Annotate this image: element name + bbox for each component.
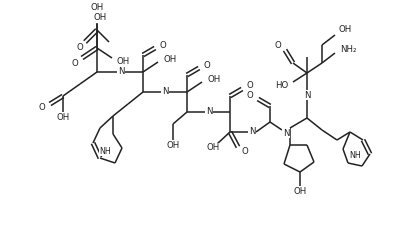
Text: N: N [162,87,168,96]
Text: N: N [206,107,212,116]
Text: OH: OH [293,187,307,195]
Text: HO: HO [275,80,288,89]
Text: N: N [283,128,289,138]
Text: O: O [38,103,45,113]
Text: OH: OH [207,74,220,83]
Text: OH: OH [206,143,220,153]
Text: N: N [249,127,255,136]
Text: OH: OH [166,141,180,149]
Text: O: O [241,147,248,156]
Text: O: O [246,92,253,100]
Text: OH: OH [163,54,176,63]
Text: NH: NH [99,147,111,155]
Text: OH: OH [116,58,129,67]
Text: N: N [118,67,124,76]
Text: OH: OH [338,26,351,34]
Text: O: O [159,40,166,49]
Text: O: O [203,60,210,69]
Text: O: O [77,42,83,52]
Text: O: O [71,59,78,67]
Text: O: O [246,81,253,91]
Text: N: N [304,91,310,100]
Text: O: O [274,41,281,51]
Text: NH₂: NH₂ [340,46,356,54]
Text: OH: OH [93,13,107,22]
Text: OH: OH [56,113,70,121]
Text: OH: OH [90,4,104,13]
Text: NH: NH [349,152,361,161]
